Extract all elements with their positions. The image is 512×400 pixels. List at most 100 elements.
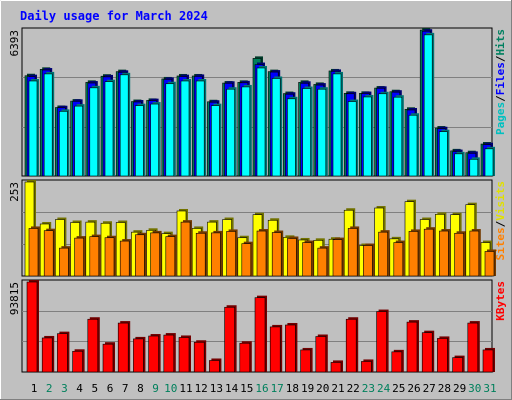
- x-tick-label: 20: [316, 382, 329, 395]
- bar-kbytes: [41, 337, 53, 373]
- legend-separator: /: [494, 220, 507, 227]
- bar-kbytes: [57, 333, 68, 373]
- bar-sites: [393, 242, 404, 277]
- bar-kbytes: [361, 361, 372, 373]
- series-legend: Sites/Visits: [494, 181, 507, 261]
- bar-kbytes: [26, 281, 38, 373]
- bar-sites: [180, 221, 191, 277]
- bar-kbytes: [193, 341, 205, 373]
- bar-sites: [211, 232, 221, 277]
- bar-pages: [165, 83, 175, 177]
- bar-pages: [271, 78, 281, 177]
- bar-sites: [317, 247, 328, 277]
- y-axis-max-label: 93815: [8, 282, 21, 315]
- bar-pages: [226, 88, 235, 177]
- bar-kbytes: [391, 351, 403, 373]
- x-tick-label: 10: [164, 382, 177, 395]
- bar-kbytes: [102, 343, 114, 373]
- bar-sites: [378, 231, 388, 277]
- y-axis-max-label: 6393: [8, 30, 21, 57]
- bar-pages: [317, 88, 327, 177]
- bar-sites: [363, 245, 373, 277]
- bar-pages: [332, 73, 342, 177]
- bar-sites: [74, 237, 84, 277]
- bar-pages: [484, 148, 494, 177]
- bar-kbytes: [285, 324, 296, 373]
- x-tick-label: 2: [46, 382, 53, 395]
- bar-kbytes: [482, 349, 494, 373]
- bar-kbytes: [269, 326, 281, 373]
- bar-pages: [469, 159, 479, 177]
- legend-visits: Visits: [494, 181, 507, 221]
- bar-sites: [43, 230, 54, 277]
- x-tick-label: 21: [331, 382, 344, 395]
- bar-kbytes: [345, 318, 357, 373]
- bar-kbytes: [300, 349, 311, 373]
- bar-pages: [43, 73, 53, 177]
- bar-sites: [423, 228, 434, 277]
- bar-pages: [28, 80, 38, 177]
- bar-sites: [150, 232, 160, 277]
- bar-pages: [195, 80, 205, 177]
- x-tick-label: 6: [107, 382, 114, 395]
- bar-sites: [287, 238, 297, 277]
- legend-files: Files: [494, 62, 507, 95]
- x-tick-label: 22: [347, 382, 360, 395]
- bar-kbytes: [467, 322, 479, 373]
- bar-kbytes: [452, 357, 463, 373]
- x-tick-label: 4: [76, 382, 83, 395]
- bar-sites: [165, 236, 176, 277]
- bar-kbytes: [224, 306, 235, 373]
- bar-sites: [347, 228, 358, 277]
- x-tick-label: 3: [61, 382, 68, 395]
- bar-kbytes: [178, 337, 190, 373]
- bar-kbytes: [163, 334, 175, 373]
- legend-pages: Pages: [494, 102, 507, 135]
- legend-hits: Hits: [494, 29, 507, 56]
- bar-pages: [211, 105, 220, 177]
- x-tick-label: 1: [31, 382, 38, 395]
- bar-sites: [28, 228, 39, 277]
- bar-sites: [256, 230, 267, 277]
- bar-pages: [180, 80, 190, 177]
- bar-kbytes: [87, 318, 99, 373]
- legend-sites: Sites: [494, 227, 507, 260]
- bar-pages: [256, 67, 266, 177]
- bar-pages: [378, 93, 387, 177]
- bar-pages: [74, 105, 83, 177]
- bar-kbytes: [406, 321, 418, 373]
- x-tick-label: 8: [137, 382, 144, 395]
- bar-kbytes: [421, 332, 433, 373]
- x-tick-label: 13: [210, 382, 223, 395]
- bar-pages: [89, 87, 99, 177]
- bar-sites: [484, 251, 495, 277]
- bar-sites: [226, 231, 236, 277]
- x-tick-label: 16: [255, 382, 268, 395]
- bar-sites: [439, 230, 449, 277]
- bar-pages: [347, 101, 357, 177]
- bar-pages: [119, 74, 129, 177]
- bar-sites: [454, 232, 464, 277]
- x-tick-label: 27: [423, 382, 436, 395]
- bar-sites: [59, 247, 69, 277]
- bar-sites: [135, 234, 145, 277]
- bar-pages: [393, 96, 403, 177]
- bar-sites: [241, 243, 252, 277]
- bar-kbytes: [209, 360, 220, 373]
- series-legend: KBytes: [494, 281, 507, 321]
- bar-sites: [271, 232, 282, 277]
- bar-sites: [104, 237, 115, 277]
- series-legend: Pages/Files/Hits: [494, 29, 507, 135]
- x-tick-label: 28: [438, 382, 451, 395]
- bar-kbytes: [148, 335, 159, 373]
- bar-pages: [241, 86, 251, 177]
- x-tick-label: 17: [271, 382, 284, 395]
- bar-pages: [439, 131, 448, 177]
- y-axis-max-label: 253: [8, 182, 21, 202]
- bar-pages: [363, 96, 372, 177]
- bar-kbytes: [254, 297, 266, 373]
- bar-pages: [287, 98, 296, 177]
- bar-sites: [89, 236, 100, 277]
- x-tick-label: 30: [468, 382, 481, 395]
